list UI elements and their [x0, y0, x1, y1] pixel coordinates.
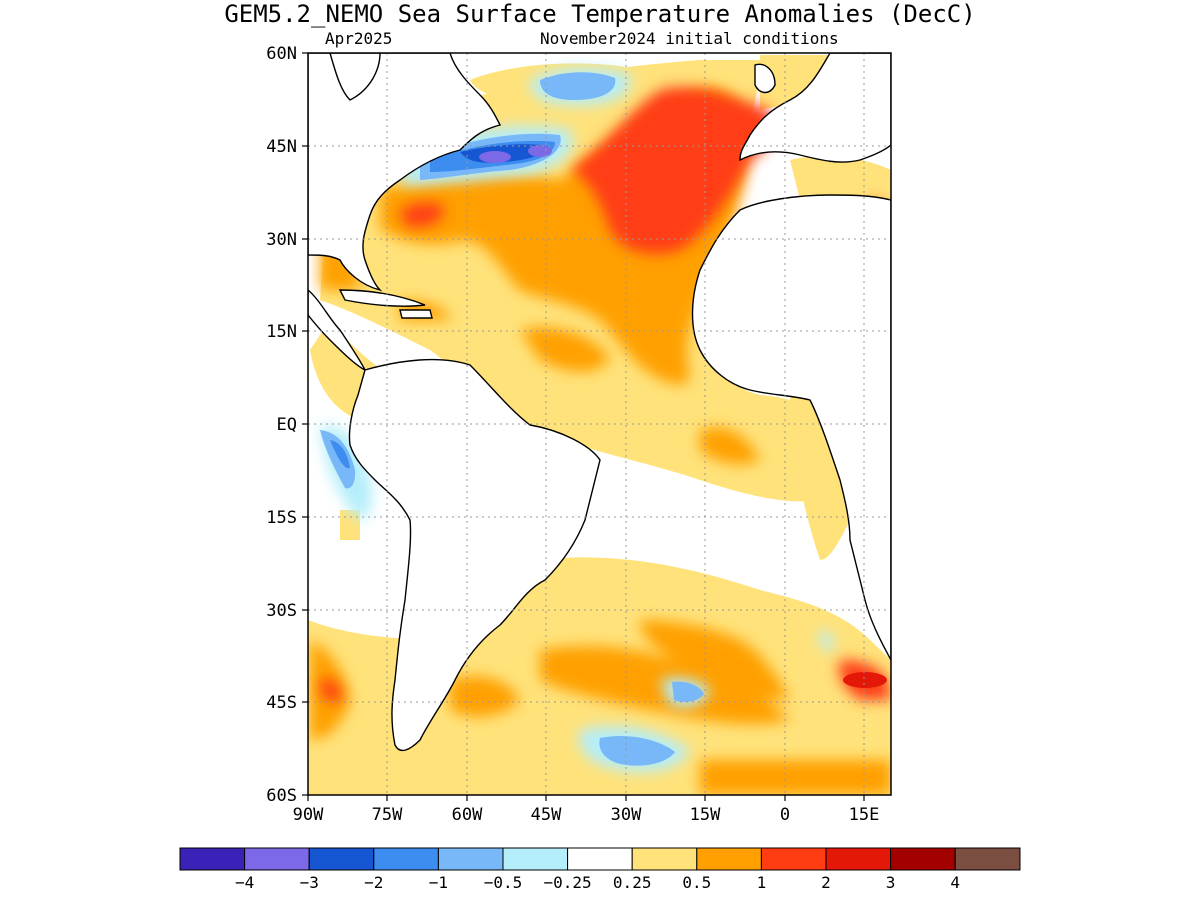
lat-label: 15S: [266, 508, 297, 528]
anomaly-layer-neg-3: [479, 145, 552, 163]
colorbar-swatch: [890, 847, 956, 871]
colorbar-swatch: [373, 847, 439, 871]
lat-label: 15N: [266, 322, 297, 342]
colorbar-label: 4: [950, 873, 960, 892]
plot-area: [308, 53, 891, 795]
lat-label: 60N: [266, 44, 297, 64]
colorbar-swatch: [567, 847, 633, 871]
colorbar-label: −2: [364, 873, 383, 892]
colorbar-label: −4: [235, 873, 254, 892]
labrador: [329, 53, 381, 101]
lat-label: 45N: [266, 137, 297, 157]
lon-label: 30W: [611, 805, 642, 825]
colorbar-label: 0.5: [682, 873, 711, 892]
colorbar-swatch: [437, 847, 504, 871]
lat-label: EQ: [277, 415, 297, 435]
colorbar-swatch: [179, 847, 246, 871]
map-title: GEM5.2_NEMO Sea Surface Temperature Anom…: [224, 0, 975, 28]
colorbar-label: 3: [886, 873, 896, 892]
colorbar-label: 2: [821, 873, 831, 892]
lat-label: 60S: [266, 786, 297, 806]
colorbar-label: −0.25: [544, 873, 592, 892]
grid-lines: [308, 53, 891, 795]
lon-label: 0: [780, 805, 790, 825]
colorbar-swatch: [825, 847, 892, 871]
colorbar-label: 1: [757, 873, 767, 892]
lon-label: 60W: [452, 805, 483, 825]
tick-marks: [302, 52, 865, 801]
south-america: [348, 358, 601, 752]
map-subtitle-left: Apr2025: [325, 29, 392, 48]
anomaly-layer-2: [843, 672, 887, 688]
lon-label: 75W: [372, 805, 403, 825]
colorbar-label: −3: [300, 873, 319, 892]
lon-label: 45W: [531, 805, 562, 825]
africa: [691, 194, 891, 661]
colorbar-label: 0.25: [613, 873, 652, 892]
lat-label: 30S: [266, 601, 297, 621]
colorbar-swatch: [696, 847, 762, 871]
british-isles: [754, 63, 776, 94]
colorbar: −4 −3 −2 −1 −0.5 −0.25 0.25 0.5 1 2 3 4: [179, 847, 1021, 892]
land-masses: [308, 53, 891, 752]
north-america: [308, 53, 502, 292]
colorbar-label: −1: [429, 873, 448, 892]
lat-label: 45S: [266, 693, 297, 713]
lon-label: 15E: [849, 805, 880, 825]
europe: [739, 53, 891, 163]
lon-label: 15W: [690, 805, 721, 825]
colorbar-swatch: [760, 847, 827, 871]
map-subtitle-right: November2024 initial conditions: [540, 29, 839, 48]
latitude-labels: 60N 45N 30N 15N EQ 15S 30S 45S 60S: [266, 44, 297, 806]
colorbar-label: −0.5: [484, 873, 523, 892]
colorbar-swatch: [244, 847, 310, 871]
hispaniola: [399, 309, 433, 319]
longitude-labels: 90W 75W 60W 45W 30W 15W 0 15E: [293, 805, 880, 825]
colorbar-swatch: [954, 847, 1021, 871]
lat-label: 30N: [266, 230, 297, 250]
colorbar-swatch: [502, 847, 569, 871]
lon-label: 90W: [293, 805, 324, 825]
cuba: [338, 289, 426, 307]
colorbar-swatch: [631, 847, 698, 871]
colorbar-swatch: [308, 847, 375, 871]
